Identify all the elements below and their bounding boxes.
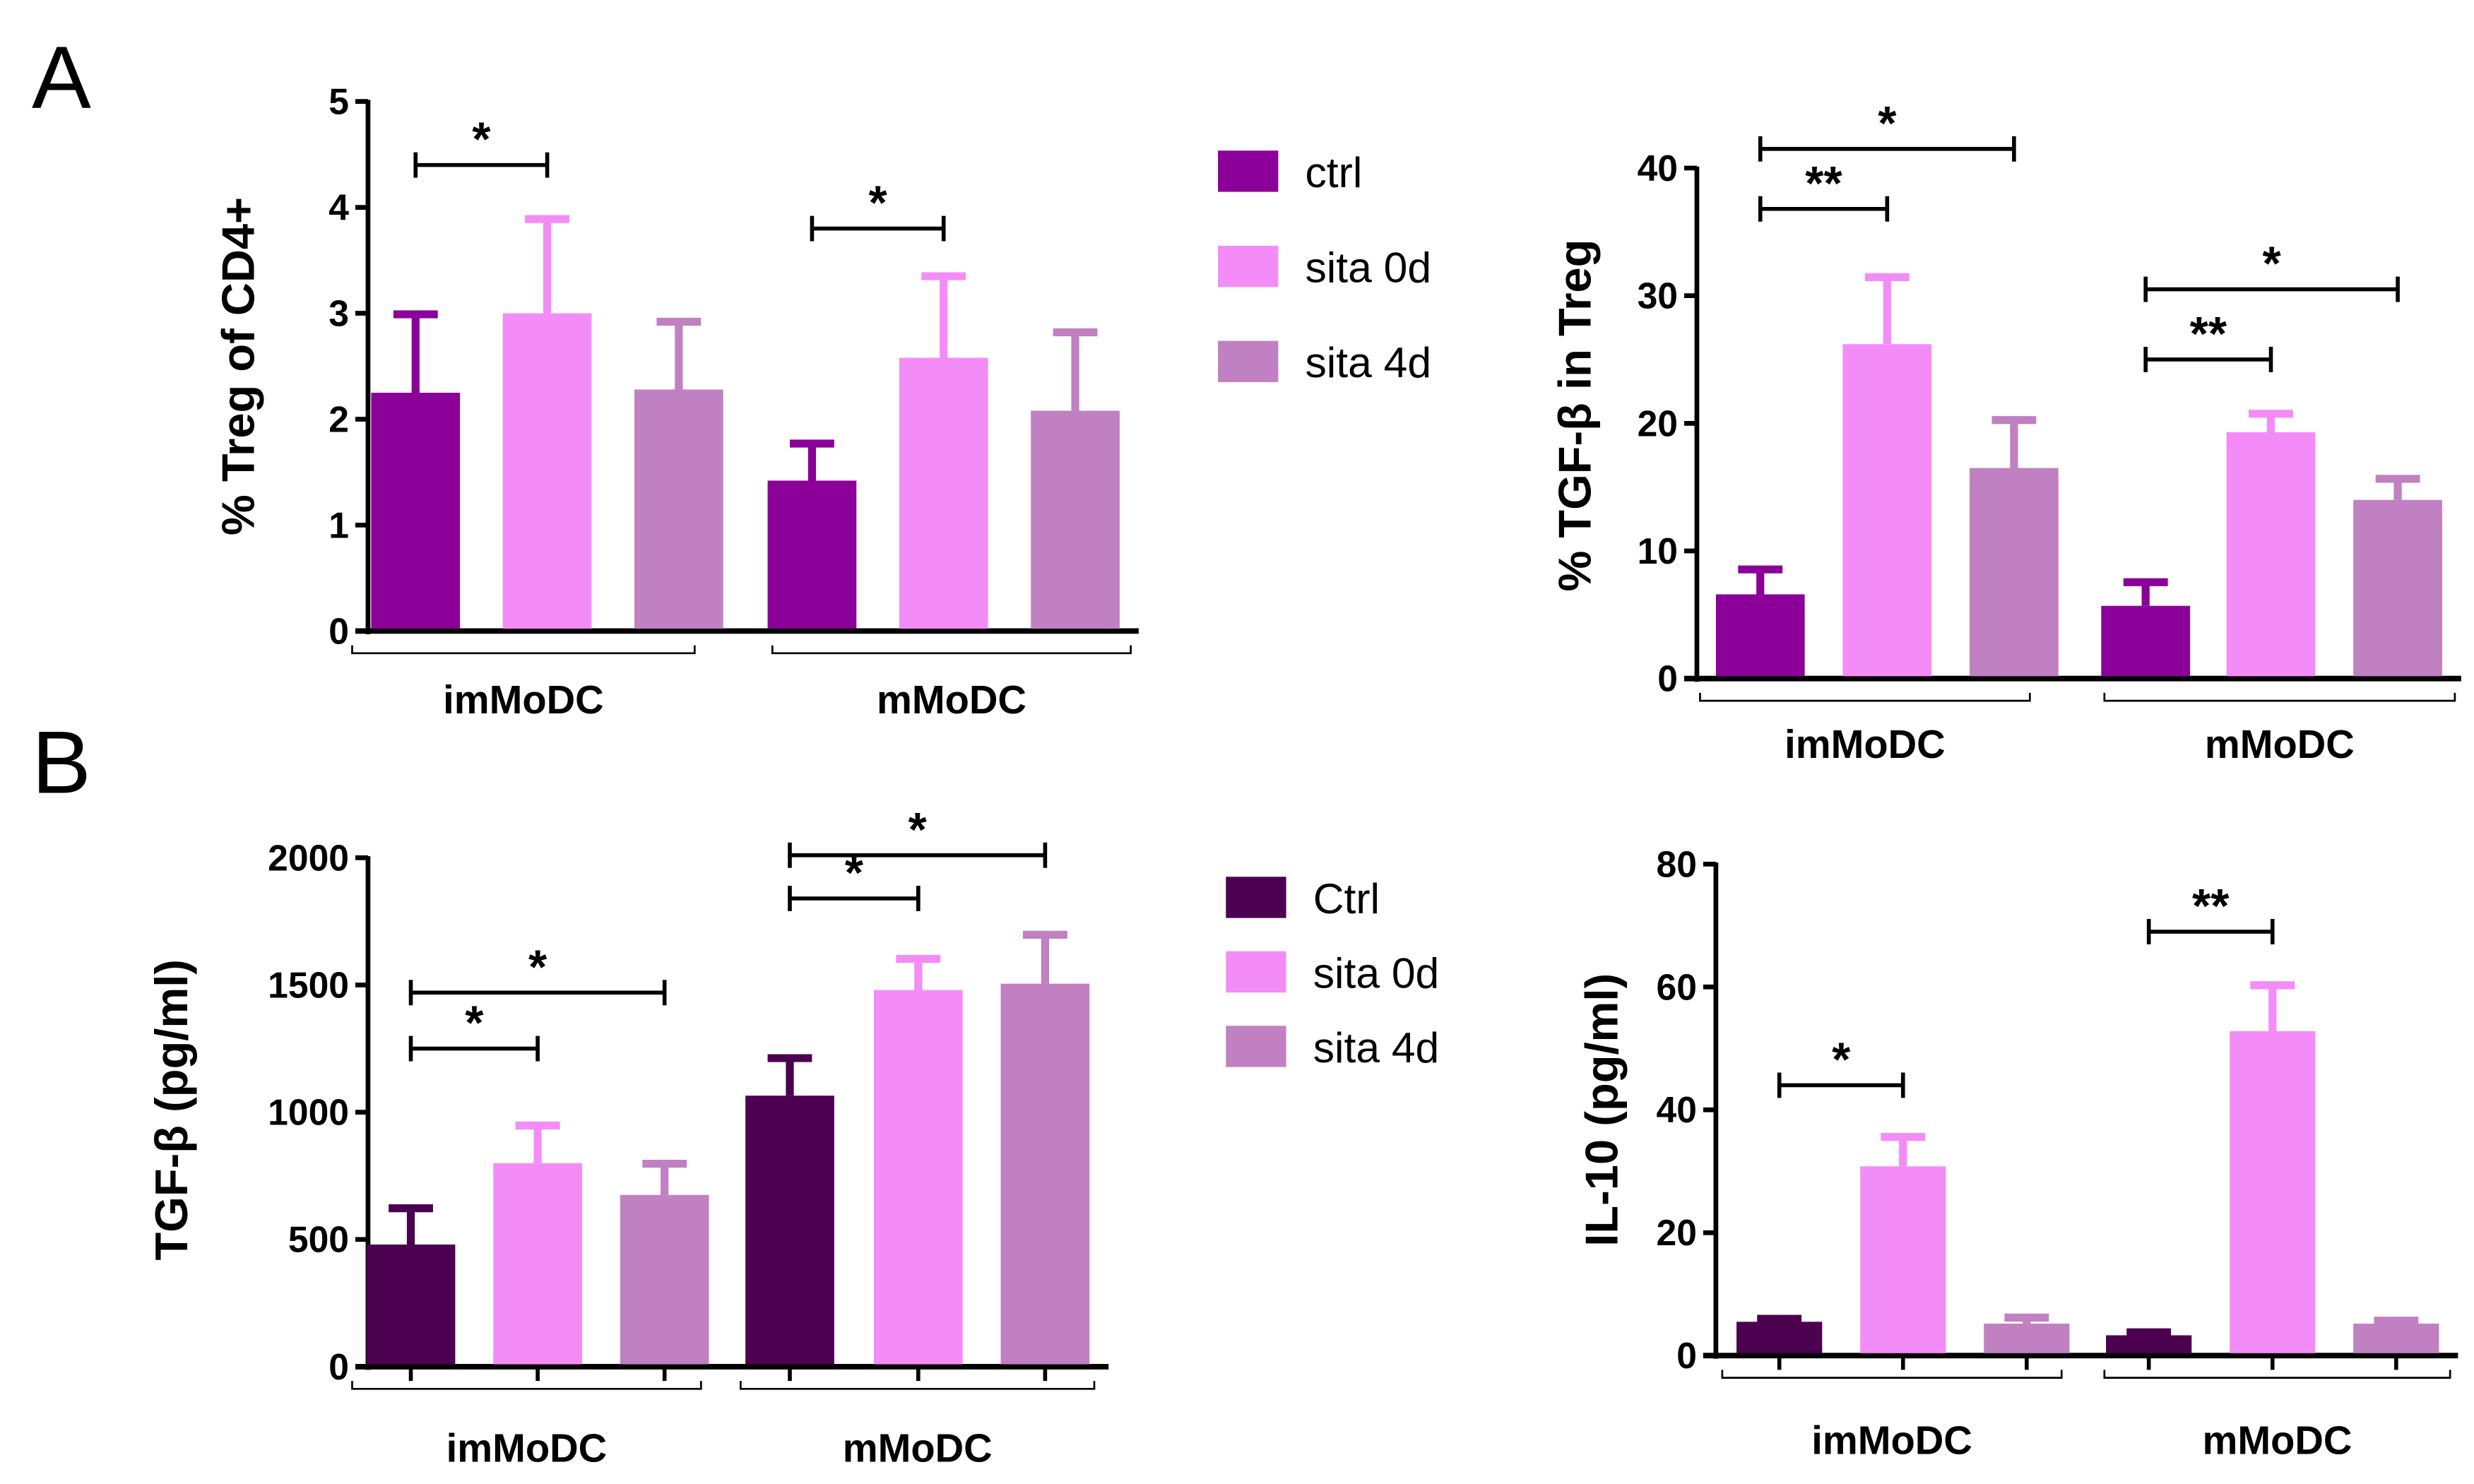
y-tick-label: 20 — [1657, 1212, 1697, 1253]
group-bracket — [351, 645, 696, 655]
significance-label: ** — [2192, 880, 2230, 933]
bar-sita-0d — [873, 990, 963, 1365]
group-label: mMoDC — [2205, 722, 2355, 766]
bar-ctrl — [1715, 594, 1805, 677]
legend-label: ctrl — [1306, 148, 1363, 196]
y-tick-label: 10 — [1638, 530, 1678, 571]
y-tick-label: 3 — [329, 293, 349, 334]
y-tick-label: 0 — [1676, 1335, 1697, 1376]
y-axis-title: % TGF-β in Treg — [1549, 239, 1601, 592]
bar-sita-0d — [2230, 1031, 2316, 1353]
group-label: imMoDC — [443, 677, 604, 722]
y-tick-label: 5 — [329, 81, 349, 122]
bar-ctrl — [366, 1244, 456, 1365]
chart-tgfb-secretion: 0 500 1000 1500 2000 TGF-β (pg/ml) imMoDC mMoDC… — [146, 803, 1109, 1471]
y-tick-label: 0 — [329, 610, 349, 651]
legend-swatch — [1218, 150, 1279, 192]
significance-label: * — [528, 941, 548, 994]
bar-sita-0d — [493, 1163, 582, 1365]
significance-label: ** — [2190, 308, 2227, 361]
y-tick-label: 80 — [1657, 843, 1697, 884]
legend-swatch — [1226, 951, 1286, 993]
bar-sita-0d — [1860, 1166, 1946, 1353]
y-tick-label: 2000 — [268, 837, 349, 878]
bar-sita-4d — [2353, 499, 2442, 677]
bar-ctrl — [2101, 605, 2191, 677]
y-tick-label: 1500 — [268, 964, 349, 1005]
y-tick-label: 40 — [1657, 1089, 1697, 1130]
y-tick-label: 30 — [1638, 275, 1678, 316]
bar-sita-4d — [1970, 468, 2059, 677]
y-axis-title: IL-10 (pg/ml) — [1576, 973, 1628, 1247]
significance-label: * — [2263, 237, 2282, 290]
y-axis-title: % Treg of CD4+ — [212, 197, 264, 535]
legend-label: sita 4d — [1306, 338, 1432, 386]
group-bracket — [740, 1381, 1096, 1390]
significance-label: * — [465, 997, 484, 1050]
chart-treg-of-cd4: 0 1 2 3 4 5 % Treg of CD4+ imMoDC mMoDC * * — [212, 81, 1139, 722]
bar-sita-4d — [1031, 410, 1120, 629]
bar-sita-0d — [502, 313, 592, 629]
y-tick-label: 1 — [329, 504, 349, 545]
legend-label: sita 4d — [1313, 1023, 1440, 1072]
bar-sita-4d — [634, 389, 723, 629]
bar-sita-0d — [2226, 432, 2316, 677]
y-tick-label: 40 — [1638, 148, 1678, 189]
group-label: imMoDC — [446, 1426, 608, 1471]
bar-sita-4d — [1984, 1323, 2070, 1353]
legend-label: Ctrl — [1313, 874, 1380, 922]
y-axis-title: TGF-β (pg/ml) — [146, 959, 197, 1260]
significance-label: ** — [1805, 157, 1842, 210]
panel-label-a: A — [32, 28, 91, 127]
significance-label: * — [908, 803, 928, 856]
y-tick-label: 500 — [288, 1219, 349, 1260]
y-tick-label: 0 — [1657, 658, 1678, 699]
significance-label: * — [1832, 1033, 1851, 1086]
legend-label: sita 0d — [1313, 949, 1440, 997]
group-label: mMoDC — [2203, 1418, 2352, 1462]
significance-label: * — [868, 177, 887, 230]
group-label: imMoDC — [1811, 1418, 1972, 1462]
group-bracket — [2103, 1370, 2451, 1379]
significance-label: * — [1878, 97, 1897, 150]
group-bracket — [351, 1381, 702, 1390]
legend-swatch — [1226, 877, 1286, 918]
y-tick-label: 1000 — [268, 1092, 349, 1133]
y-tick-label: 2 — [329, 398, 349, 439]
group-bracket — [1699, 692, 2031, 702]
legend-swatch — [1218, 340, 1279, 382]
y-tick-label: 4 — [329, 187, 349, 228]
bar-sita-4d — [620, 1194, 709, 1365]
group-bracket — [2103, 692, 2456, 702]
panel-label-b: B — [32, 712, 91, 812]
group-bracket — [1721, 1370, 2063, 1379]
group-label: imMoDC — [1785, 722, 1946, 766]
bar-sita-4d — [2353, 1323, 2439, 1353]
bar-ctrl — [371, 393, 461, 629]
y-tick-label: 20 — [1638, 403, 1678, 444]
group-bracket — [771, 645, 1132, 655]
bar-ctrl — [745, 1096, 834, 1365]
bar-sita-4d — [1000, 983, 1090, 1365]
legend-a: ctrl sita 0d sita 4d — [1218, 148, 1431, 386]
legend-swatch — [1218, 245, 1279, 287]
bar-sita-0d — [1842, 344, 1932, 677]
group-label: mMoDC — [877, 677, 1026, 722]
y-tick-label: 0 — [329, 1346, 349, 1387]
bar-ctrl — [2106, 1335, 2192, 1353]
bar-ctrl — [1736, 1322, 1823, 1353]
bar-ctrl — [767, 480, 857, 629]
significance-label: * — [472, 113, 491, 166]
legend-b: Ctrl sita 0d sita 4d — [1226, 874, 1439, 1072]
group-label: mMoDC — [843, 1426, 993, 1471]
y-tick-label: 60 — [1657, 966, 1697, 1007]
legend-label: sita 0d — [1306, 244, 1432, 292]
bar-sita-0d — [899, 357, 988, 629]
legend-swatch — [1226, 1026, 1286, 1067]
